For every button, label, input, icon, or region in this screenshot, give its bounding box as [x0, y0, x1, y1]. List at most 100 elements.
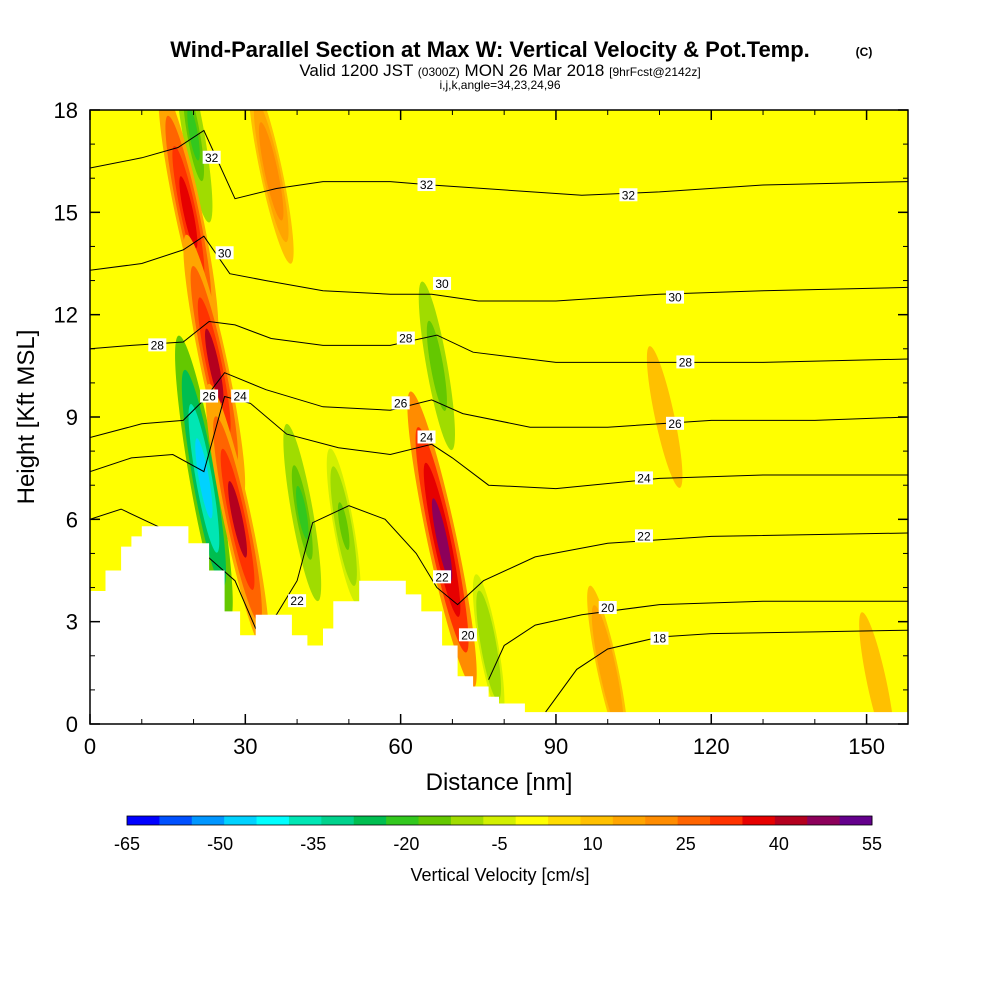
colorbar-swatch — [483, 816, 517, 825]
contour-label: 28 — [399, 332, 413, 346]
contour-label-box — [396, 331, 415, 345]
chart-subtitle: Valid 1200 JST (0300Z) MON 26 Mar 2018 [… — [299, 61, 700, 80]
contour-label: 28 — [679, 355, 693, 369]
y-tick-label: 9 — [66, 405, 78, 430]
contour-label-box — [666, 416, 685, 430]
isentrope-24 — [90, 395, 908, 490]
colorbar-swatch — [450, 816, 484, 825]
colorbar-title: Vertical Velocity [cm/s] — [410, 865, 589, 885]
colorbar-swatch — [288, 816, 322, 825]
velocity-feature-updraft-core — [431, 498, 453, 582]
colorbar-tick-label: -5 — [491, 834, 507, 854]
contour-label: 32 — [205, 151, 219, 165]
isentrope-28 — [90, 320, 908, 363]
contour-label: 24 — [233, 390, 247, 404]
colorbar-swatch — [353, 816, 387, 825]
x-tick-label: 60 — [388, 734, 412, 759]
colorbar-swatch — [256, 816, 290, 825]
x-tick-label: 0 — [84, 734, 96, 759]
colorbar-swatch — [645, 816, 679, 825]
plot-area: 32 32 32 30 30 30 28 28 28 26 24 26 26 24 24 22 22 22 20 20… — [90, 110, 908, 724]
colorbar-tick-label: -20 — [393, 834, 419, 854]
contour-label-box — [200, 389, 219, 403]
contour-label-box — [598, 601, 617, 615]
contour-label-box — [666, 290, 685, 304]
velocity-feature-downdraft-core — [483, 623, 495, 668]
velocity-feature-downdraft-core — [187, 110, 200, 161]
colorbar-tick-label: -65 — [114, 834, 140, 854]
contour-label: 26 — [394, 396, 408, 410]
contour-label-box — [391, 396, 410, 410]
chart-subtitle-indices: i,j,k,angle=34,23,24,96 — [439, 78, 560, 92]
colorbar-swatch — [677, 816, 711, 825]
colorbar-tick-label: 10 — [583, 834, 603, 854]
contour-label-box — [433, 570, 452, 584]
colorbar-swatch — [580, 816, 614, 825]
contour-label-box — [148, 338, 167, 352]
isentrope-32 — [90, 129, 908, 200]
contour-label-box — [619, 188, 638, 202]
contour-label-box — [676, 355, 695, 369]
contour-label-box — [417, 178, 436, 192]
colorbar-tick-label: 40 — [769, 834, 789, 854]
contour-label-box — [458, 628, 477, 642]
contour-label: 18 — [653, 632, 667, 646]
y-tick-label: 15 — [54, 200, 78, 225]
colorbar-swatch — [159, 816, 193, 825]
colorbar-frame — [126, 815, 873, 826]
y-tick-label: 6 — [66, 507, 78, 532]
contour-label: 22 — [290, 594, 304, 608]
contour-label: 32 — [420, 178, 434, 192]
colorbar-swatch — [548, 816, 581, 825]
axis-ticks: 0 30 60 90 120 150 0 3 6 9 12 15 18 — [54, 98, 908, 759]
contour-label: 22 — [637, 529, 651, 543]
x-tick-label: 90 — [544, 734, 568, 759]
colorbar-swatch — [386, 816, 420, 825]
contour-label-box — [650, 631, 669, 645]
colorbar-tick-label: 25 — [676, 834, 696, 854]
isentrope-20 — [488, 600, 908, 680]
velocity-feature-downdraft-core — [296, 485, 309, 540]
contour-label: 22 — [435, 570, 449, 584]
velocity-feature-downdraft-core — [195, 438, 213, 519]
colorbar-tick-label: -50 — [207, 834, 233, 854]
colorbar-tick-label: -35 — [300, 834, 326, 854]
y-tick-label: 12 — [54, 303, 78, 328]
y-tick-label: 3 — [66, 610, 78, 635]
contour-label: 30 — [668, 291, 682, 305]
colorbar: -65 -50 -35 -20 -5 10 25 40 55 — [114, 815, 882, 854]
colorbar-swatch — [515, 816, 549, 825]
colorbar-swatch — [127, 816, 160, 825]
subtitle-valid: Valid 1200 JST — [299, 61, 413, 80]
velocity-feature-updraft-core — [264, 143, 279, 199]
colorbar-swatch — [321, 816, 355, 825]
colorbar-swatch — [191, 816, 225, 825]
isentrope-30 — [90, 235, 908, 302]
contour-label: 20 — [601, 601, 615, 615]
colorbar-swatch — [612, 816, 646, 825]
contour-label-box — [417, 430, 436, 444]
colorbar-swatch — [807, 816, 841, 825]
terrain — [90, 526, 908, 724]
velocity-feature-updraft-core — [870, 660, 884, 706]
y-tick-label: 0 — [66, 712, 78, 737]
colorbar-swatch — [774, 816, 808, 825]
velocity-feature-downdraft-core — [430, 340, 443, 392]
colorbar-swatch — [742, 816, 776, 825]
contour-label-box — [433, 276, 452, 290]
x-axis-title: Distance [nm] — [426, 769, 573, 796]
velocity-field — [158, 110, 895, 724]
contour-label-box — [634, 471, 653, 485]
velocity-feature-updraft-core — [600, 644, 615, 695]
colorbar-tick-label: 55 — [862, 834, 882, 854]
contour-label-box — [231, 389, 250, 403]
contour-label: 28 — [151, 338, 165, 352]
contour-label: 20 — [461, 628, 475, 642]
y-axis-title: Height [Kft MSL] — [13, 330, 40, 505]
x-tick-label: 150 — [848, 734, 885, 759]
x-tick-label: 30 — [233, 734, 257, 759]
contour-label-box — [288, 594, 307, 608]
velocity-feature-downdraft-core — [337, 502, 350, 551]
